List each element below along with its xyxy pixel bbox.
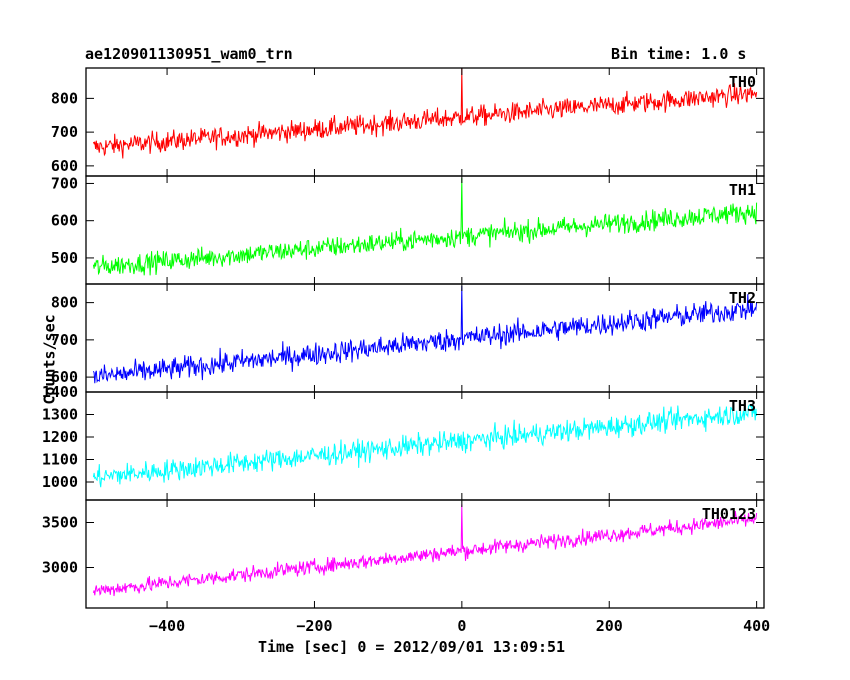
- panel-th3: 1000 1100 1200 1300 1400 TH3: [42, 383, 765, 501]
- x-axis-label: Time [sec] 0 = 2012/09/01 13:09:51: [258, 638, 566, 656]
- panel-frame: [85, 67, 765, 177]
- y-tick-label: 3500: [42, 514, 78, 532]
- y-tick-label: 600: [51, 368, 78, 386]
- y-tick-label: 800: [51, 294, 78, 312]
- series-label-th0123: TH0123: [702, 505, 756, 523]
- panel-th2: 600 700 800 TH2: [51, 283, 765, 393]
- x-axis: −400 −200 0 200 400: [149, 617, 770, 635]
- panel-frame: [85, 391, 765, 501]
- panel-th1: 500 600 700 TH1: [51, 174, 765, 285]
- x-tick-label: 400: [743, 617, 770, 635]
- panel-th0: 600 700 800 TH0: [51, 67, 765, 177]
- y-tick-label: 700: [51, 331, 78, 349]
- y-tick-label: 700: [51, 123, 78, 141]
- y-tick-label: 1400: [42, 383, 78, 401]
- x-tick-label: −400: [149, 617, 185, 635]
- series-label-th1: TH1: [729, 181, 756, 199]
- panel-frame: [85, 499, 765, 609]
- y-tick-label: 1300: [42, 406, 78, 424]
- y-tick-label: 1100: [42, 451, 78, 469]
- x-tick-label: 0: [457, 617, 466, 635]
- series-label-th0: TH0: [729, 73, 756, 91]
- series-line-th2: [92, 285, 758, 384]
- chart-title: ae120901130951_wam0_trn: [85, 45, 293, 63]
- series-label-th3: TH3: [729, 397, 756, 415]
- y-tick-label: 3000: [42, 559, 78, 577]
- y-tick-label: 500: [51, 249, 78, 267]
- panel-frame: [85, 175, 765, 285]
- series-line-th3: [92, 403, 758, 488]
- y-axis-label: Counts/sec: [40, 314, 59, 405]
- panel-th0123: 3000 3500 TH0123: [42, 499, 765, 609]
- y-tick-label: 700: [51, 174, 78, 192]
- y-tick-label: 1000: [42, 473, 78, 491]
- y-tick-label: 800: [51, 89, 78, 107]
- x-tick-label: −200: [296, 617, 332, 635]
- series-line-th0: [92, 68, 758, 159]
- y-tick-label: 1200: [42, 428, 78, 446]
- y-tick-label: 600: [51, 212, 78, 230]
- series-line-th0123: [92, 504, 758, 597]
- series-label-th2: TH2: [729, 289, 756, 307]
- panel-frame: [85, 283, 765, 393]
- series-line-th1: [92, 177, 758, 276]
- y-tick-label: 600: [51, 157, 78, 175]
- bin-time-label: Bin time: 1.0 s: [611, 45, 747, 63]
- x-tick-label: 200: [596, 617, 623, 635]
